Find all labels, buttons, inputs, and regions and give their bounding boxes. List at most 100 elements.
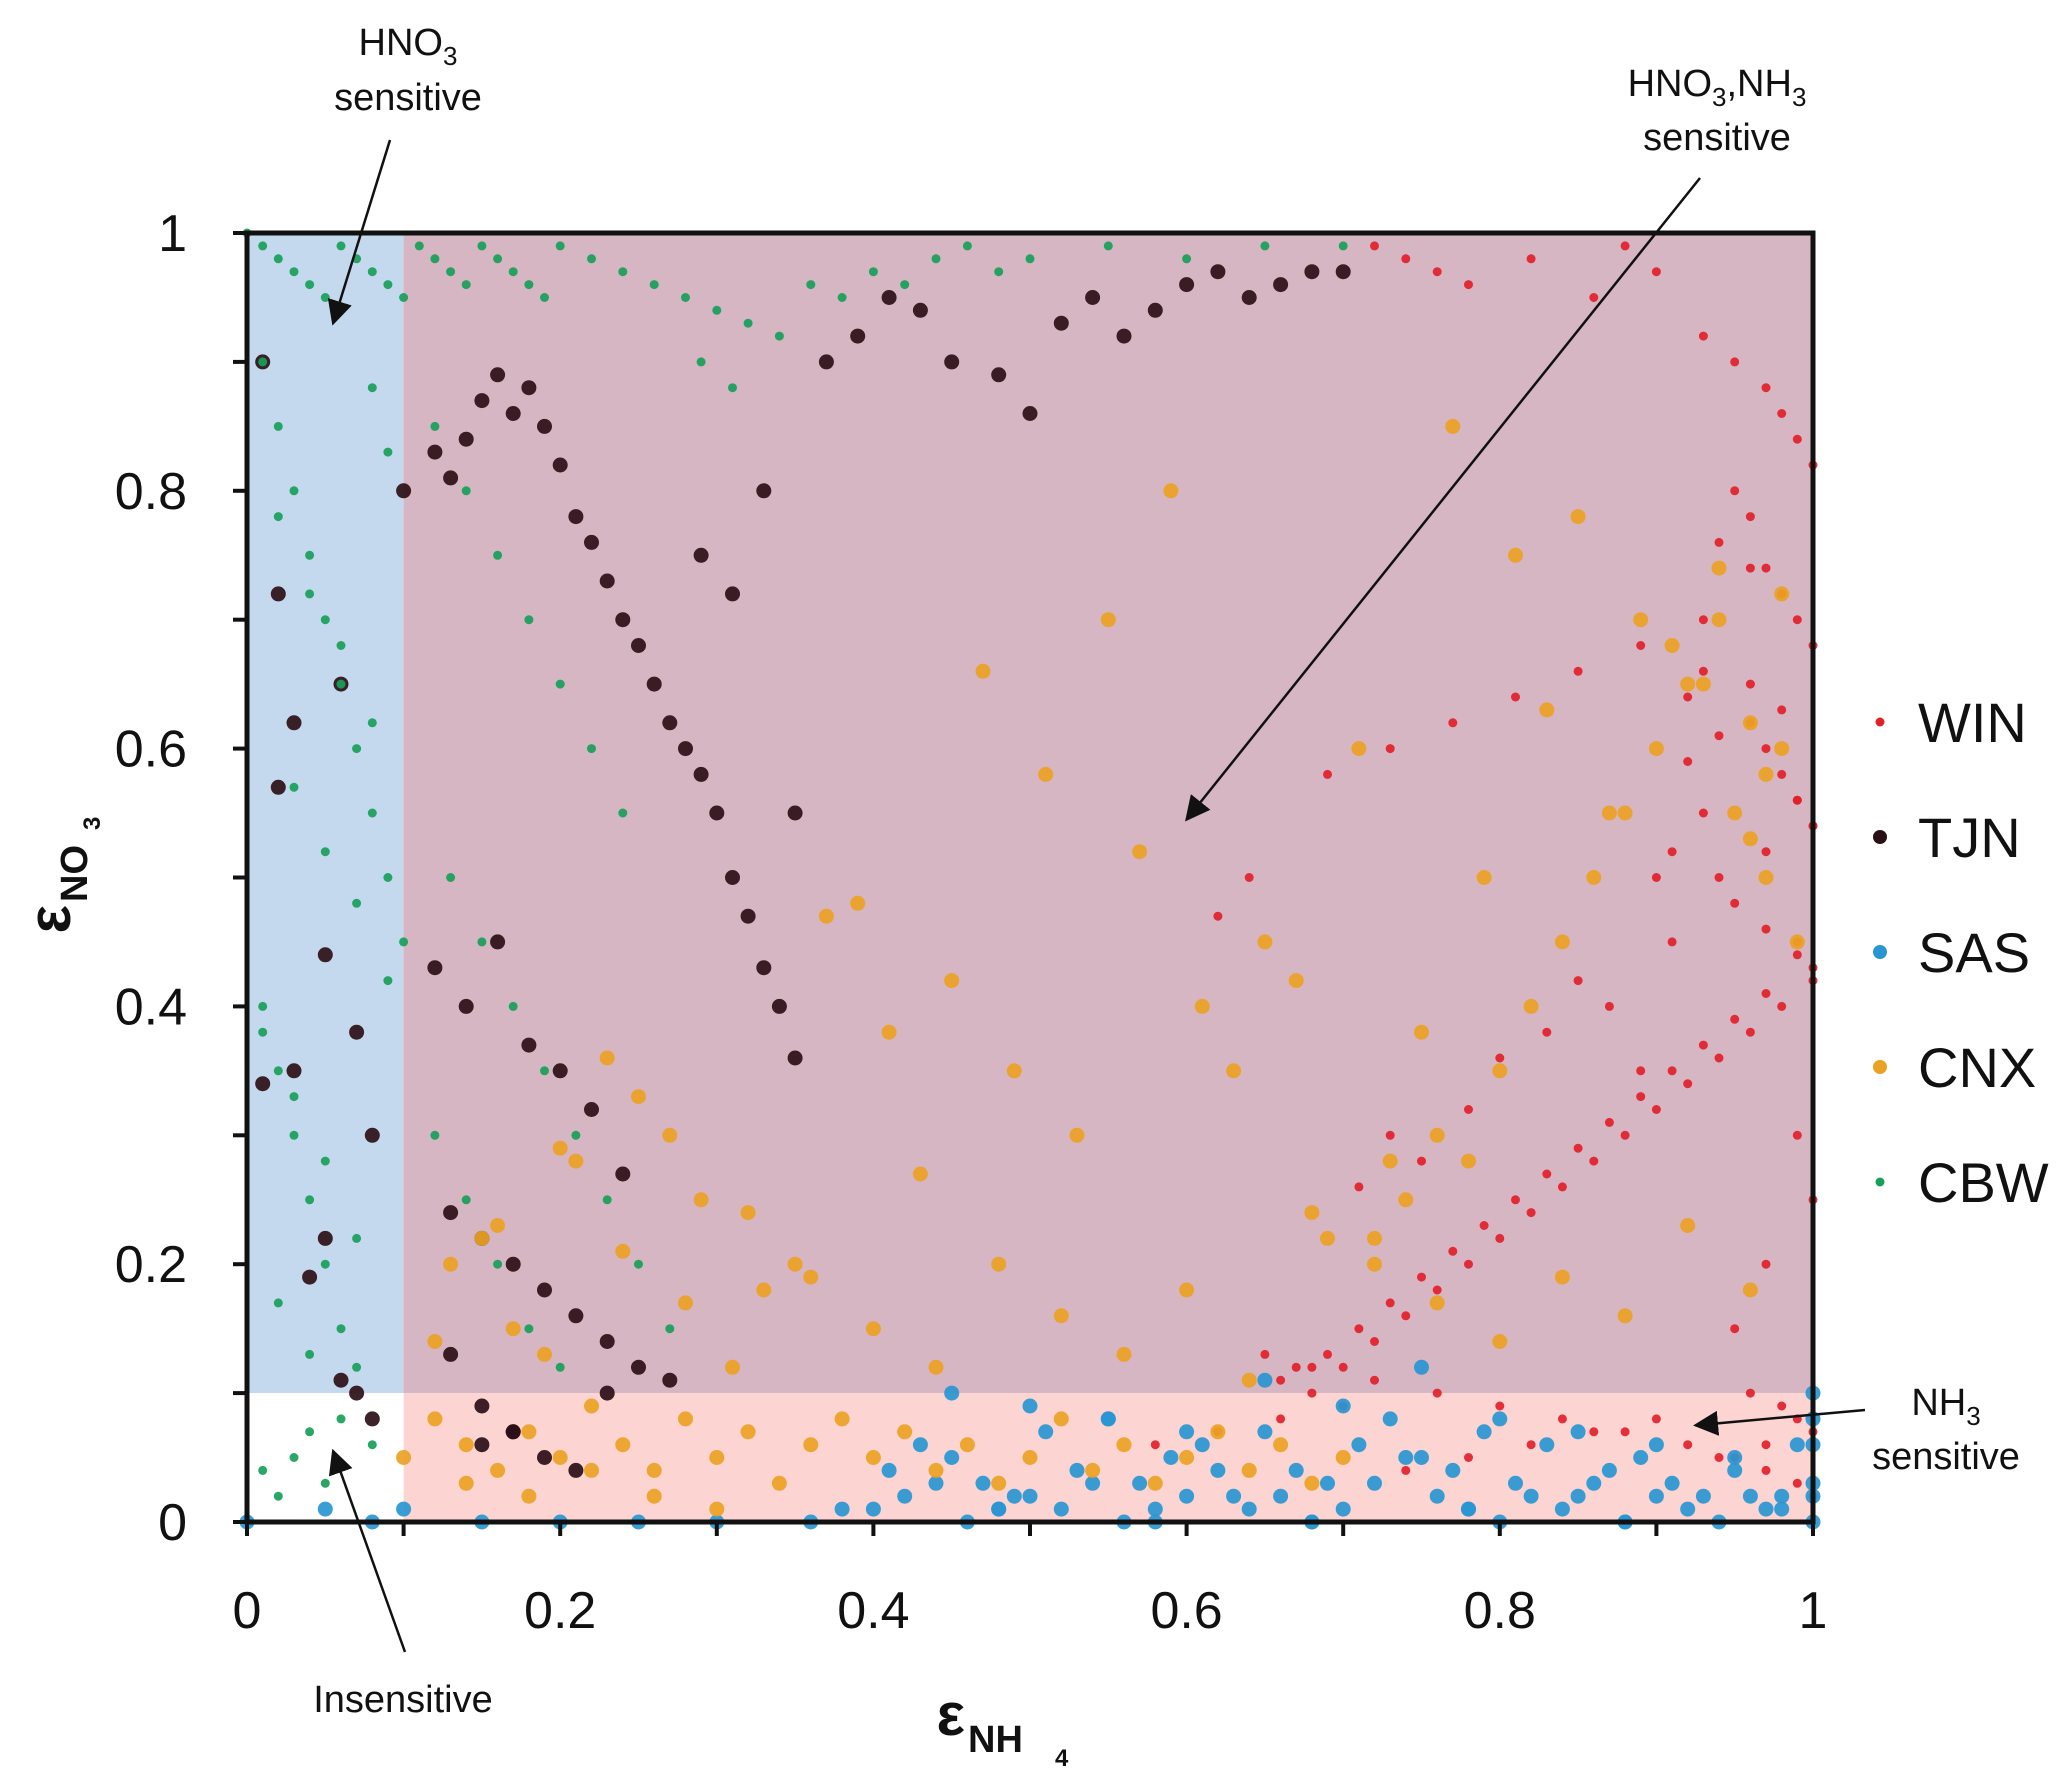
- point-win: [1495, 1233, 1505, 1243]
- point-tjn: [505, 406, 521, 421]
- point-tjn: [615, 1166, 631, 1182]
- point-sas: [1570, 1488, 1586, 1504]
- point-cnx: [1508, 547, 1523, 563]
- point-win: [1573, 666, 1583, 676]
- y-axis-title-subsubscript: 3: [79, 817, 106, 830]
- point-tjn: [270, 779, 286, 795]
- point-cbw: [273, 421, 283, 431]
- point-cnx: [1257, 934, 1273, 950]
- point-tjn: [881, 290, 897, 305]
- point-win: [1651, 267, 1661, 277]
- point-sas: [1476, 1424, 1492, 1440]
- point-win: [1730, 357, 1740, 367]
- point-cbw: [524, 280, 534, 290]
- x-tick-label: 0.4: [837, 1582, 909, 1640]
- legend-label-cbw: CBW: [1918, 1151, 2049, 1214]
- point-tjn: [1241, 290, 1257, 305]
- point-win: [1698, 615, 1708, 625]
- point-cnx: [1523, 998, 1539, 1014]
- region-hno3-sensitive: [247, 233, 404, 1394]
- point-cnx: [834, 1411, 850, 1427]
- point-win: [1651, 1414, 1661, 1424]
- point-cnx: [1335, 1450, 1351, 1465]
- y-tick-label: 0.6: [115, 721, 187, 779]
- point-cnx: [818, 908, 834, 924]
- point-cnx: [1429, 1295, 1445, 1311]
- point-win: [1385, 744, 1395, 754]
- point-win: [1573, 976, 1583, 986]
- point-cbw: [477, 937, 487, 947]
- point-win: [1370, 1375, 1379, 1385]
- point-sas: [1382, 1411, 1398, 1427]
- point-cbw: [273, 1298, 283, 1308]
- legend-label-sas: SAS: [1918, 921, 2030, 984]
- point-sas: [1320, 1475, 1335, 1491]
- point-cnx: [725, 1359, 740, 1375]
- point-cnx: [944, 973, 960, 989]
- point-cbw: [367, 808, 377, 818]
- point-win: [1244, 873, 1254, 882]
- point-cbw: [555, 1362, 565, 1372]
- point-cbw: [461, 486, 471, 496]
- point-cnx: [1414, 1024, 1429, 1040]
- point-win: [1667, 1066, 1677, 1076]
- point-cnx: [1069, 1127, 1085, 1143]
- point-sas: [1695, 1488, 1711, 1504]
- point-cnx: [740, 1424, 756, 1440]
- point-tjn: [1116, 328, 1132, 344]
- point-cbw: [602, 1195, 612, 1205]
- point-tjn: [521, 380, 537, 396]
- x-tick-label: 0: [233, 1582, 262, 1640]
- point-tjn: [693, 547, 709, 563]
- point-sas: [1774, 1488, 1790, 1504]
- point-win: [1714, 1053, 1724, 1063]
- point-tjn: [537, 418, 552, 434]
- point-win: [1291, 1362, 1301, 1372]
- legend-marker-cnx: [1873, 1060, 1887, 1074]
- point-cnx: [1351, 741, 1367, 757]
- point-cbw: [555, 679, 565, 689]
- point-cnx: [1132, 844, 1148, 860]
- point-cbw: [258, 1027, 268, 1037]
- point-win: [1730, 1324, 1740, 1334]
- point-tjn: [568, 509, 584, 525]
- point-win: [1698, 1040, 1708, 1050]
- point-win: [1464, 1453, 1473, 1462]
- point-cnx: [991, 1256, 1007, 1272]
- point-win: [1495, 1401, 1505, 1411]
- y-tick-label: 0: [158, 1494, 187, 1552]
- point-tjn: [709, 805, 725, 821]
- point-cnx: [1601, 805, 1617, 821]
- point-sas: [1335, 1398, 1351, 1414]
- point-win: [1307, 1362, 1317, 1372]
- point-tjn: [490, 934, 506, 950]
- point-sas: [912, 1437, 928, 1453]
- point-cnx: [615, 1437, 631, 1453]
- point-cbw: [273, 1491, 283, 1501]
- point-cnx: [458, 1437, 474, 1453]
- point-cbw: [367, 267, 377, 277]
- point-win: [1401, 1311, 1411, 1321]
- axes: [233, 230, 1816, 1536]
- point-win: [1620, 1427, 1630, 1437]
- point-win: [1745, 512, 1755, 522]
- point-tjn: [333, 1372, 349, 1388]
- point-tjn: [662, 715, 678, 731]
- point-cbw: [320, 847, 330, 857]
- point-sas: [396, 1501, 412, 1517]
- point-cbw: [305, 550, 315, 560]
- point-tjn: [317, 1230, 333, 1246]
- point-win: [1745, 563, 1755, 573]
- point-cbw: [806, 280, 816, 290]
- annotation-arrow: [327, 139, 392, 326]
- point-win: [1730, 898, 1740, 908]
- point-win: [1260, 1349, 1270, 1359]
- point-cbw: [540, 293, 549, 302]
- point-cbw: [743, 318, 753, 328]
- point-win: [1354, 1324, 1364, 1334]
- point-sas: [1554, 1501, 1570, 1517]
- point-sas: [1335, 1501, 1351, 1517]
- point-cnx: [709, 1501, 725, 1517]
- point-sas: [1179, 1424, 1195, 1440]
- point-sas: [1226, 1488, 1242, 1504]
